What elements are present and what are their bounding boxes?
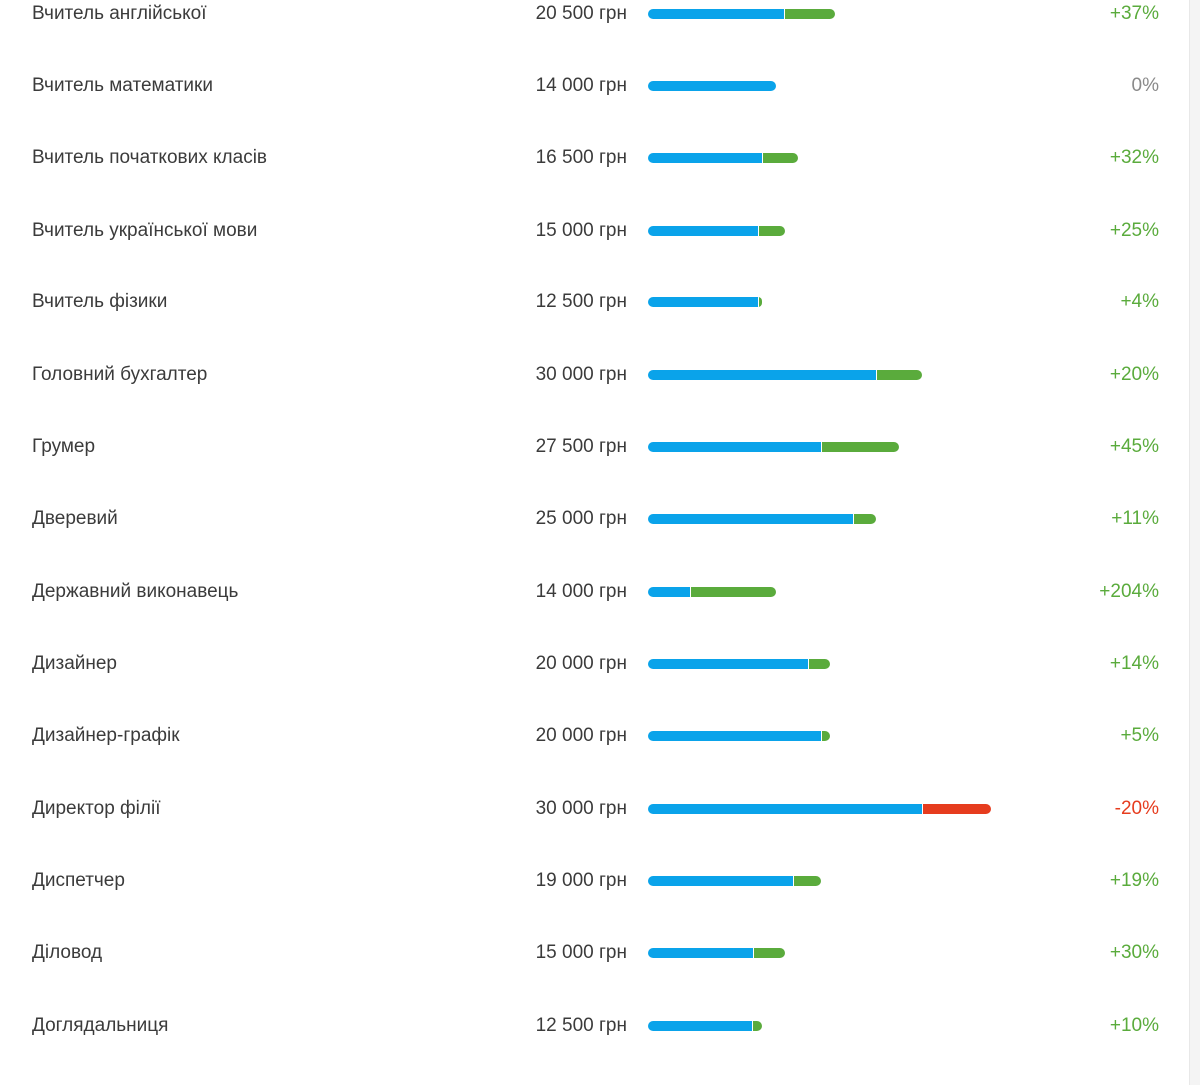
salary-bar-increase bbox=[690, 587, 776, 597]
salary-bar-increase bbox=[853, 514, 876, 524]
salary-bar-increase bbox=[784, 9, 835, 19]
salary-value: 25 000 грн bbox=[535, 508, 627, 529]
salary-bar-increase bbox=[758, 297, 762, 307]
job-title[interactable]: Грумер bbox=[32, 436, 96, 457]
salary-bar-base bbox=[648, 226, 758, 236]
salary-bar-base bbox=[648, 370, 876, 380]
salary-bar-increase bbox=[793, 876, 821, 886]
salary-bar-increase bbox=[808, 659, 830, 669]
salary-value: 19 000 грн bbox=[535, 870, 627, 891]
table-row[interactable]: Головний бухгалтер 30 000 грн +20% bbox=[0, 359, 1200, 391]
salary-bar-increase bbox=[762, 153, 798, 163]
salary-change: +14% bbox=[1109, 653, 1159, 674]
table-row[interactable]: Вчитель початкових класів 16 500 грн +32% bbox=[0, 142, 1200, 174]
job-title[interactable]: Вчитель української мови bbox=[32, 220, 258, 241]
job-title[interactable]: Вчитель фізики bbox=[32, 291, 168, 312]
table-row[interactable]: Дизайнер 20 000 грн +14% bbox=[0, 648, 1200, 680]
salary-bar-increase bbox=[876, 370, 922, 380]
salary-value: 20 500 грн bbox=[535, 3, 627, 24]
salary-change: +11% bbox=[1111, 508, 1159, 529]
job-title[interactable]: Державний виконавець bbox=[32, 581, 239, 602]
job-title[interactable]: Доглядальниця bbox=[32, 1015, 169, 1036]
salary-bar-base bbox=[648, 81, 776, 91]
salary-value: 14 000 грн bbox=[535, 581, 627, 602]
job-title[interactable]: Диспетчер bbox=[32, 870, 125, 891]
salary-bar-decrease bbox=[922, 804, 991, 814]
salary-bar-base bbox=[648, 153, 762, 163]
salary-bar-base bbox=[648, 731, 821, 741]
table-row[interactable]: Доглядальниця 12 500 грн +10% bbox=[0, 1010, 1200, 1042]
salary-bar-base bbox=[648, 9, 784, 19]
salary-value: 20 000 грн bbox=[535, 725, 627, 746]
salary-bar-base bbox=[648, 1021, 752, 1031]
job-title[interactable]: Діловод bbox=[32, 942, 103, 963]
salary-bar-increase bbox=[821, 731, 830, 741]
salary-bar-base bbox=[648, 804, 922, 814]
job-title[interactable]: Вчитель початкових класів bbox=[32, 147, 268, 168]
scrollbar[interactable] bbox=[1189, 0, 1200, 1085]
salary-change: +37% bbox=[1109, 3, 1159, 24]
salary-change: +45% bbox=[1109, 436, 1159, 457]
salary-value: 20 000 грн bbox=[535, 653, 627, 674]
salary-change: 0% bbox=[1131, 75, 1159, 96]
salary-value: 30 000 грн bbox=[535, 798, 627, 819]
salary-change: +204% bbox=[1099, 581, 1159, 602]
salary-bar-increase bbox=[821, 442, 899, 452]
job-title[interactable]: Вчитель англійської bbox=[32, 3, 207, 24]
salary-bar-increase bbox=[758, 226, 785, 236]
salary-value: 12 500 грн bbox=[535, 291, 627, 312]
salary-value: 12 500 грн bbox=[535, 1015, 627, 1036]
table-row[interactable]: Грумер 27 500 грн +45% bbox=[0, 431, 1200, 463]
table-row[interactable]: Директор філії 30 000 грн -20% bbox=[0, 793, 1200, 825]
job-title[interactable]: Дизайнер bbox=[32, 653, 117, 674]
salary-change: +32% bbox=[1109, 147, 1159, 168]
salary-bar-base bbox=[648, 659, 808, 669]
job-title[interactable]: Вчитель математики bbox=[32, 75, 213, 96]
salary-value: 30 000 грн bbox=[535, 364, 627, 385]
table-row[interactable]: Вчитель української мови 15 000 грн +25% bbox=[0, 215, 1200, 247]
salary-change: +25% bbox=[1109, 220, 1159, 241]
table-row[interactable]: Дверевий 25 000 грн +11% bbox=[0, 503, 1200, 535]
job-title[interactable]: Дизайнер-графік bbox=[32, 725, 180, 746]
job-title[interactable]: Дверевий bbox=[32, 508, 118, 529]
salary-change: +10% bbox=[1109, 1015, 1159, 1036]
salary-value: 27 500 грн bbox=[535, 436, 627, 457]
salary-bar-base bbox=[648, 587, 690, 597]
salary-change: +19% bbox=[1109, 870, 1159, 891]
salary-value: 16 500 грн bbox=[535, 147, 627, 168]
salary-value: 14 000 грн bbox=[535, 75, 627, 96]
job-title[interactable]: Директор філії bbox=[32, 798, 161, 819]
job-title[interactable]: Головний бухгалтер bbox=[32, 364, 208, 385]
table-row[interactable]: Вчитель англійської 20 500 грн +37% bbox=[0, 0, 1200, 30]
salary-value: 15 000 грн bbox=[535, 220, 627, 241]
salary-bar-base bbox=[648, 514, 853, 524]
salary-change: +4% bbox=[1120, 291, 1159, 312]
salary-bar-increase bbox=[752, 1021, 762, 1031]
salary-bar-base bbox=[648, 442, 821, 452]
salary-bar-base bbox=[648, 297, 758, 307]
salary-change: -20% bbox=[1114, 798, 1159, 819]
salary-value: 15 000 грн bbox=[535, 942, 627, 963]
salary-change: +30% bbox=[1109, 942, 1159, 963]
salary-bar-base bbox=[648, 876, 793, 886]
table-row[interactable]: Дизайнер-графік 20 000 грн +5% bbox=[0, 720, 1200, 752]
table-row[interactable]: Вчитель фізики 12 500 грн +4% bbox=[0, 286, 1200, 318]
salary-bar-base bbox=[648, 948, 753, 958]
table-row[interactable]: Діловод 15 000 грн +30% bbox=[0, 937, 1200, 969]
salary-change: +5% bbox=[1120, 725, 1159, 746]
table-row[interactable]: Державний виконавець 14 000 грн +204% bbox=[0, 576, 1200, 608]
table-row[interactable]: Вчитель математики 14 000 грн 0% bbox=[0, 70, 1200, 102]
salary-bar-increase bbox=[753, 948, 785, 958]
table-row[interactable]: Диспетчер 19 000 грн +19% bbox=[0, 865, 1200, 897]
salary-change: +20% bbox=[1109, 364, 1159, 385]
